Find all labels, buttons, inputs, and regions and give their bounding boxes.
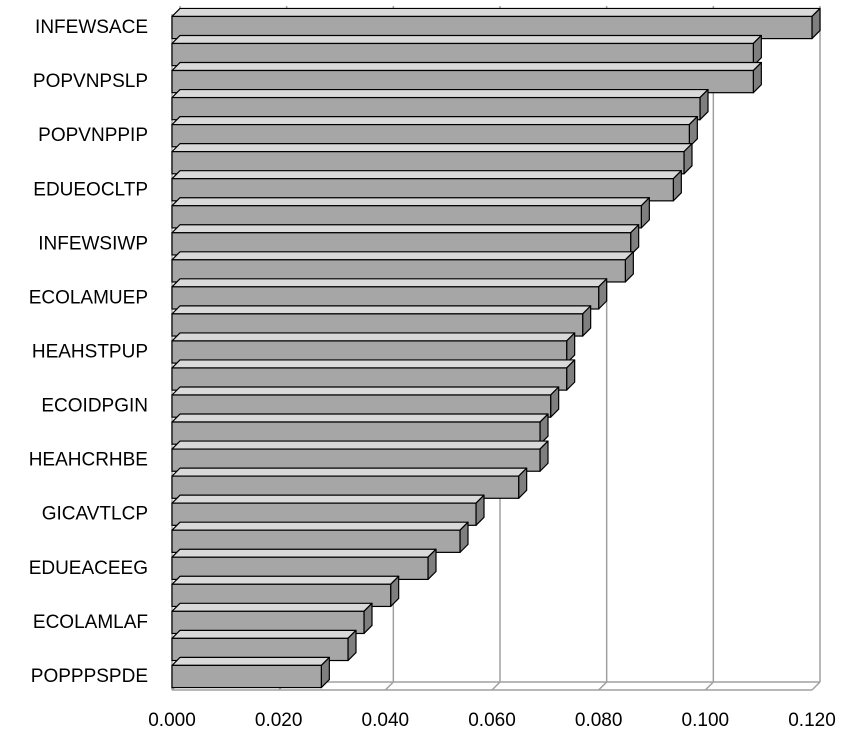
category-label: POPVNPSLP xyxy=(33,71,148,92)
bar-front-face xyxy=(171,664,322,689)
bar xyxy=(171,413,549,445)
bar xyxy=(171,629,357,662)
category-label: POPPPSPDE xyxy=(31,666,148,687)
bar-top-face xyxy=(171,548,437,558)
category-label: HEAHCRHBE xyxy=(29,450,148,471)
bar xyxy=(171,115,698,148)
bar-top-face xyxy=(171,278,608,288)
gridline-depth xyxy=(598,681,608,691)
bar xyxy=(171,602,373,635)
category-label: ECOLAMLAF xyxy=(33,612,148,633)
gridline-depth xyxy=(704,681,714,691)
bar-top-face xyxy=(171,467,528,477)
bar-top-face xyxy=(171,413,549,423)
category-label: EDUEACEEG xyxy=(29,558,148,579)
gridline-depth xyxy=(491,681,501,691)
bar-top-face xyxy=(171,7,821,18)
category-label: ECOLAMUEP xyxy=(29,287,148,308)
bar xyxy=(171,359,576,391)
x-tick-labels: 0.000 0.020 0.040 0.060 0.080 0.100 0.120 xyxy=(148,710,836,731)
bar xyxy=(171,332,576,364)
x-tick-label: 0.080 xyxy=(575,710,623,731)
bar-top-face xyxy=(171,61,762,72)
bar-top-face xyxy=(171,251,634,261)
x-tick-label: 0.000 xyxy=(148,710,196,731)
bar xyxy=(171,440,549,472)
bar-top-face xyxy=(171,494,485,504)
bar xyxy=(171,88,709,121)
bar-top-face xyxy=(171,224,640,234)
bars xyxy=(171,7,821,689)
x-tick-label: 0.020 xyxy=(255,710,303,731)
bar xyxy=(171,656,330,689)
bar-top-face xyxy=(171,629,357,639)
bar-top-face xyxy=(171,305,592,315)
bar xyxy=(171,521,469,553)
bar-top-face xyxy=(171,34,762,45)
x-tick-label: 0.060 xyxy=(468,710,516,731)
bar xyxy=(171,224,640,256)
bar-top-face xyxy=(171,602,373,612)
bar xyxy=(171,278,608,310)
gridline-depth xyxy=(811,681,821,691)
bar-top-face xyxy=(171,575,400,585)
bar xyxy=(171,197,650,229)
bar-top-face xyxy=(171,115,698,126)
category-label: EDUEOCLTP xyxy=(33,179,148,200)
category-label: POPVNPPIP xyxy=(38,125,148,146)
category-labels: INFEWSACE POPVNPSLP POPVNPPIP EDUEOCLTP INFE… xyxy=(29,17,148,687)
x-tick-label: 0.100 xyxy=(682,710,730,731)
bar xyxy=(171,548,437,581)
bar-top-face xyxy=(171,143,693,153)
bar xyxy=(171,61,762,94)
bar-top-face xyxy=(171,386,560,396)
bar xyxy=(171,386,560,418)
category-label: HEAHSTPUP xyxy=(32,342,148,363)
bar xyxy=(171,7,821,40)
x-tick-label: 0.120 xyxy=(788,710,836,731)
bar xyxy=(171,494,485,526)
bar xyxy=(171,251,634,283)
bar xyxy=(171,467,528,499)
gridline-depth xyxy=(384,681,394,691)
bar xyxy=(171,170,682,202)
x-tick-label: 0.040 xyxy=(362,710,410,731)
bar-top-face xyxy=(171,440,549,450)
category-label: INFEWSACE xyxy=(35,17,148,38)
category-label: GICAVTLCP xyxy=(42,504,148,525)
bar-top-face xyxy=(171,332,576,342)
bar-top-face xyxy=(171,359,576,369)
bar xyxy=(171,575,400,608)
bar-top-face xyxy=(171,521,469,531)
category-label: ECOIDPGIN xyxy=(41,396,148,417)
bar-top-face xyxy=(171,88,709,99)
bar xyxy=(171,34,762,67)
bar-top-face xyxy=(171,197,650,207)
bar xyxy=(171,143,693,175)
bar-top-face xyxy=(171,170,682,180)
bar xyxy=(171,305,592,337)
bar-top-face xyxy=(171,656,330,666)
category-label: INFEWSIWP xyxy=(38,233,148,254)
